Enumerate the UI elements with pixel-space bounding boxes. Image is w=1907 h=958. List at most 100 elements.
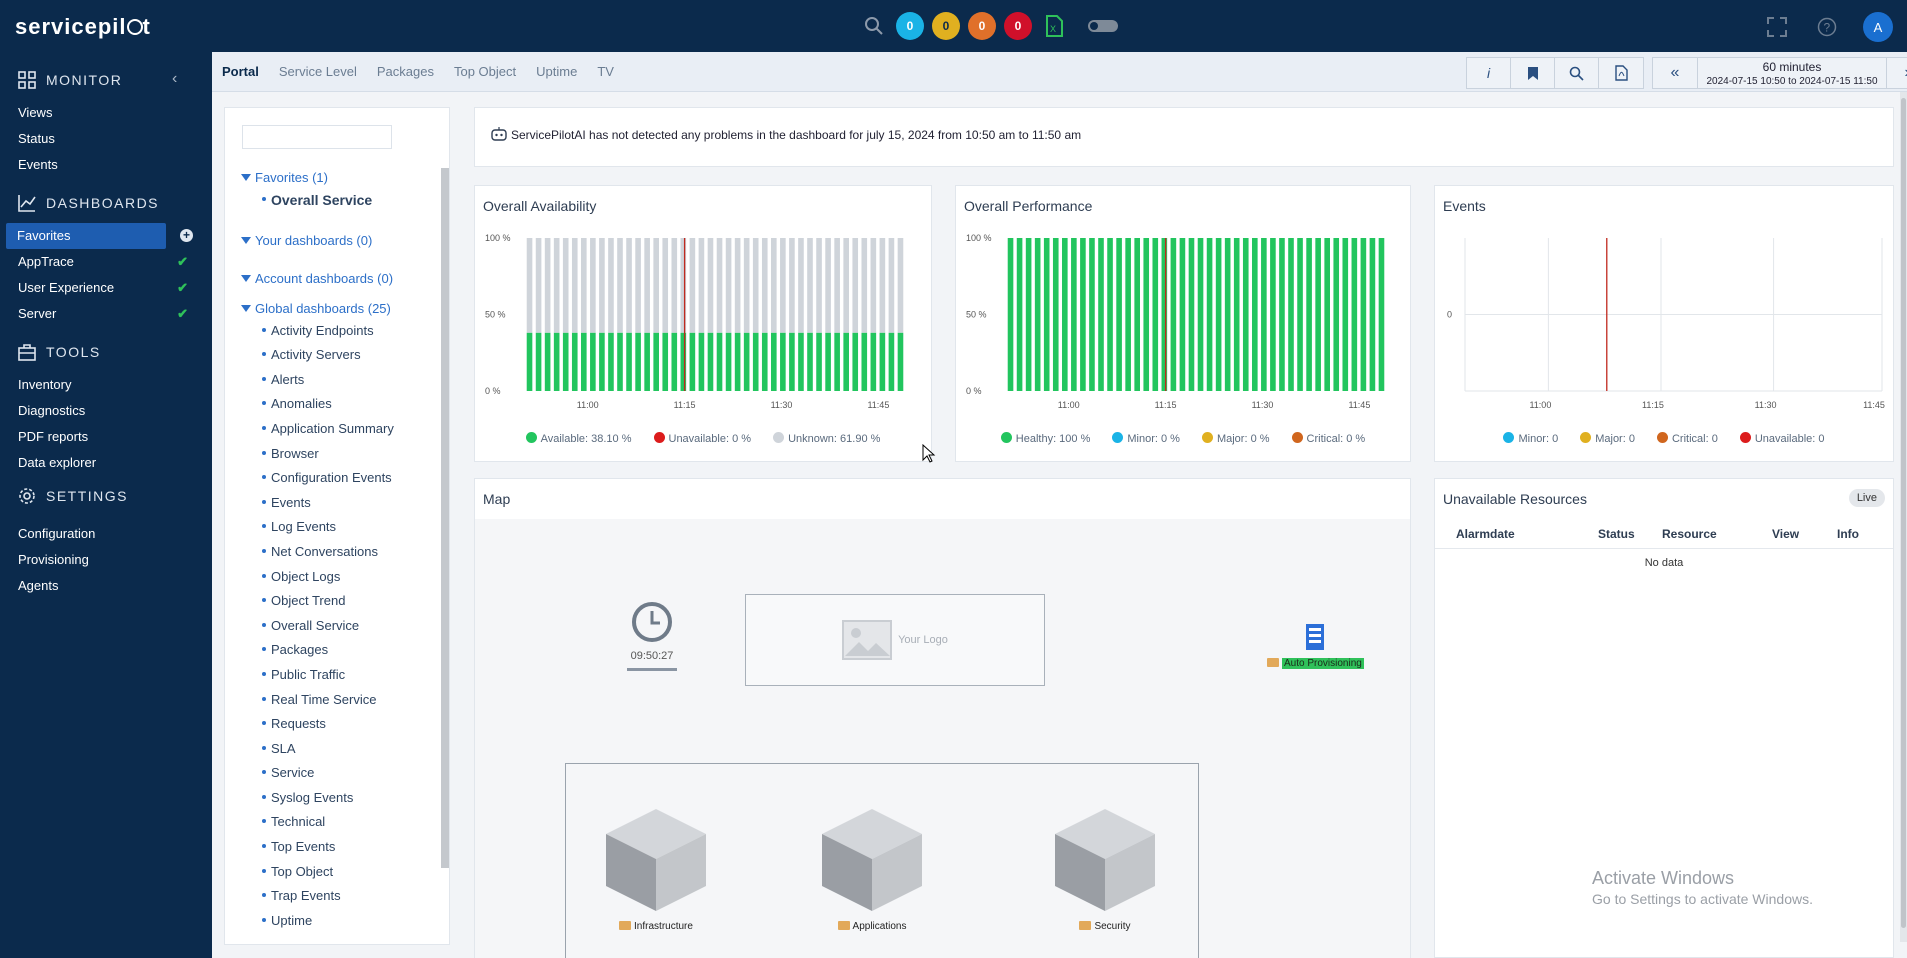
- bar-healthy[interactable]: [1016, 238, 1023, 391]
- critical-count-badge[interactable]: 0: [968, 12, 996, 40]
- bar-unknown[interactable]: [870, 238, 877, 333]
- col-alarmdate[interactable]: Alarmdate: [1456, 527, 1515, 541]
- bar-healthy[interactable]: [1125, 238, 1131, 391]
- bar-healthy[interactable]: [1052, 238, 1059, 391]
- bar-healthy[interactable]: [1306, 238, 1312, 391]
- panel-scrollbar[interactable]: [441, 168, 449, 868]
- bar-healthy[interactable]: [1152, 238, 1159, 391]
- col-view[interactable]: View: [1772, 527, 1800, 541]
- legend-item[interactable]: Major: 0 %: [1201, 432, 1270, 445]
- bar-healthy[interactable]: [1107, 238, 1113, 391]
- bar-available[interactable]: [608, 332, 614, 391]
- nav-agents[interactable]: Agents: [18, 578, 59, 593]
- tree-item-overall-service-favorite[interactable]: Overall Service: [241, 188, 431, 213]
- bar-healthy[interactable]: [1116, 238, 1122, 391]
- dashboard-search-input[interactable]: [242, 125, 392, 149]
- bar-healthy[interactable]: [1233, 238, 1240, 391]
- bar-unknown[interactable]: [852, 238, 859, 333]
- col-status[interactable]: Status: [1598, 527, 1635, 541]
- bar-unknown[interactable]: [535, 238, 542, 333]
- unavailable-count-badge[interactable]: 0: [1004, 12, 1032, 40]
- tab-uptime[interactable]: Uptime: [536, 64, 578, 79]
- user-avatar[interactable]: A: [1863, 12, 1893, 42]
- nav-server[interactable]: Server ✔: [0, 301, 212, 327]
- bar-unknown[interactable]: [608, 238, 614, 333]
- nav-events[interactable]: Events: [18, 157, 58, 172]
- nav-inventory[interactable]: Inventory: [18, 377, 72, 392]
- bar-unknown[interactable]: [798, 238, 804, 333]
- tab-portal[interactable]: Portal: [222, 64, 259, 79]
- tree-group-global-dashboards[interactable]: Global dashboards (25): [241, 299, 431, 319]
- pdf-export-button[interactable]: [1599, 58, 1643, 88]
- minor-count-badge[interactable]: 0: [896, 12, 924, 40]
- bar-unknown[interactable]: [553, 238, 560, 333]
- tab-service-level[interactable]: Service Level: [278, 64, 357, 79]
- bar-unknown[interactable]: [590, 238, 596, 333]
- bar-available[interactable]: [861, 332, 868, 391]
- bar-available[interactable]: [535, 332, 542, 391]
- bar-healthy[interactable]: [1252, 238, 1258, 391]
- bar-available[interactable]: [789, 332, 795, 391]
- legend-item[interactable]: Healthy: 100 %: [1000, 432, 1090, 445]
- tree-item-service[interactable]: Service: [241, 761, 431, 786]
- bar-healthy[interactable]: [1378, 238, 1385, 391]
- bar-available[interactable]: [698, 332, 705, 391]
- tree-item-technical[interactable]: Technical: [241, 810, 431, 835]
- tree-item-sla[interactable]: SLA: [241, 737, 431, 762]
- bar-available[interactable]: [626, 332, 632, 391]
- bar-healthy[interactable]: [1297, 238, 1303, 391]
- bar-healthy[interactable]: [1315, 238, 1321, 391]
- bar-unknown[interactable]: [789, 238, 795, 333]
- tree-item-log-events[interactable]: Log Events: [241, 515, 431, 540]
- excel-report-icon[interactable]: X: [1040, 12, 1068, 40]
- bar-unknown[interactable]: [698, 238, 705, 333]
- bar-unknown[interactable]: [626, 238, 632, 333]
- tree-item-object-logs[interactable]: Object Logs: [241, 565, 431, 590]
- bar-healthy[interactable]: [1242, 238, 1249, 391]
- bar-unknown[interactable]: [834, 238, 840, 333]
- bar-unknown[interactable]: [825, 238, 831, 333]
- bar-unknown[interactable]: [544, 238, 551, 333]
- bar-unknown[interactable]: [843, 238, 849, 333]
- bar-healthy[interactable]: [1197, 238, 1204, 391]
- bar-unknown[interactable]: [581, 238, 587, 333]
- tree-item-syslog-events[interactable]: Syslog Events: [241, 786, 431, 811]
- tree-item-top-events[interactable]: Top Events: [241, 835, 431, 860]
- collapse-sidebar-icon[interactable]: ‹: [172, 70, 178, 87]
- bar-healthy[interactable]: [1007, 238, 1014, 391]
- tree-item-object-trend[interactable]: Object Trend: [241, 589, 431, 614]
- col-resource[interactable]: Resource: [1662, 527, 1717, 541]
- bar-unknown[interactable]: [653, 238, 659, 333]
- bar-unknown[interactable]: [752, 238, 759, 333]
- map-node-infrastructure[interactable]: Infrastructure: [591, 804, 721, 932]
- bar-available[interactable]: [734, 332, 741, 391]
- bar-healthy[interactable]: [1143, 238, 1150, 391]
- tree-item-top-object[interactable]: Top Object: [241, 860, 431, 885]
- bar-healthy[interactable]: [1206, 238, 1213, 391]
- bar-unknown[interactable]: [644, 238, 650, 333]
- col-info[interactable]: Info: [1837, 527, 1859, 541]
- nav-favorites[interactable]: Favorites +: [6, 223, 193, 249]
- bar-unknown[interactable]: [761, 238, 768, 333]
- tab-tv[interactable]: TV: [597, 64, 614, 79]
- bar-healthy[interactable]: [1333, 238, 1340, 391]
- bar-available[interactable]: [526, 332, 533, 391]
- major-count-badge[interactable]: 0: [932, 12, 960, 40]
- bar-available[interactable]: [897, 332, 904, 391]
- bar-available[interactable]: [780, 332, 786, 391]
- bar-available[interactable]: [888, 332, 895, 391]
- bar-available[interactable]: [716, 332, 723, 391]
- nav-data-explorer[interactable]: Data explorer: [18, 455, 97, 470]
- bar-unknown[interactable]: [897, 238, 904, 333]
- bar-available[interactable]: [725, 332, 732, 391]
- bar-available[interactable]: [562, 332, 569, 391]
- bar-unknown[interactable]: [743, 238, 750, 333]
- bar-unknown[interactable]: [662, 238, 669, 333]
- bar-healthy[interactable]: [1360, 238, 1367, 391]
- search-dashboard-button[interactable]: [1555, 58, 1599, 88]
- legend-item[interactable]: Unknown: 61.90 %: [773, 432, 880, 445]
- bar-available[interactable]: [590, 332, 596, 391]
- search-icon[interactable]: [860, 12, 888, 40]
- bar-available[interactable]: [662, 332, 669, 391]
- bar-unknown[interactable]: [562, 238, 569, 333]
